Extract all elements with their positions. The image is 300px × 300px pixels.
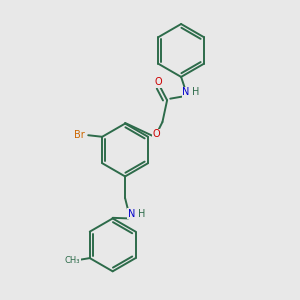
Text: H: H bbox=[192, 88, 200, 98]
Text: N: N bbox=[182, 88, 190, 98]
Text: CH₃: CH₃ bbox=[65, 256, 80, 265]
Text: N: N bbox=[128, 209, 135, 219]
Text: O: O bbox=[152, 129, 160, 140]
Text: H: H bbox=[138, 209, 145, 219]
Text: O: O bbox=[154, 77, 162, 87]
Text: Br: Br bbox=[74, 130, 84, 140]
